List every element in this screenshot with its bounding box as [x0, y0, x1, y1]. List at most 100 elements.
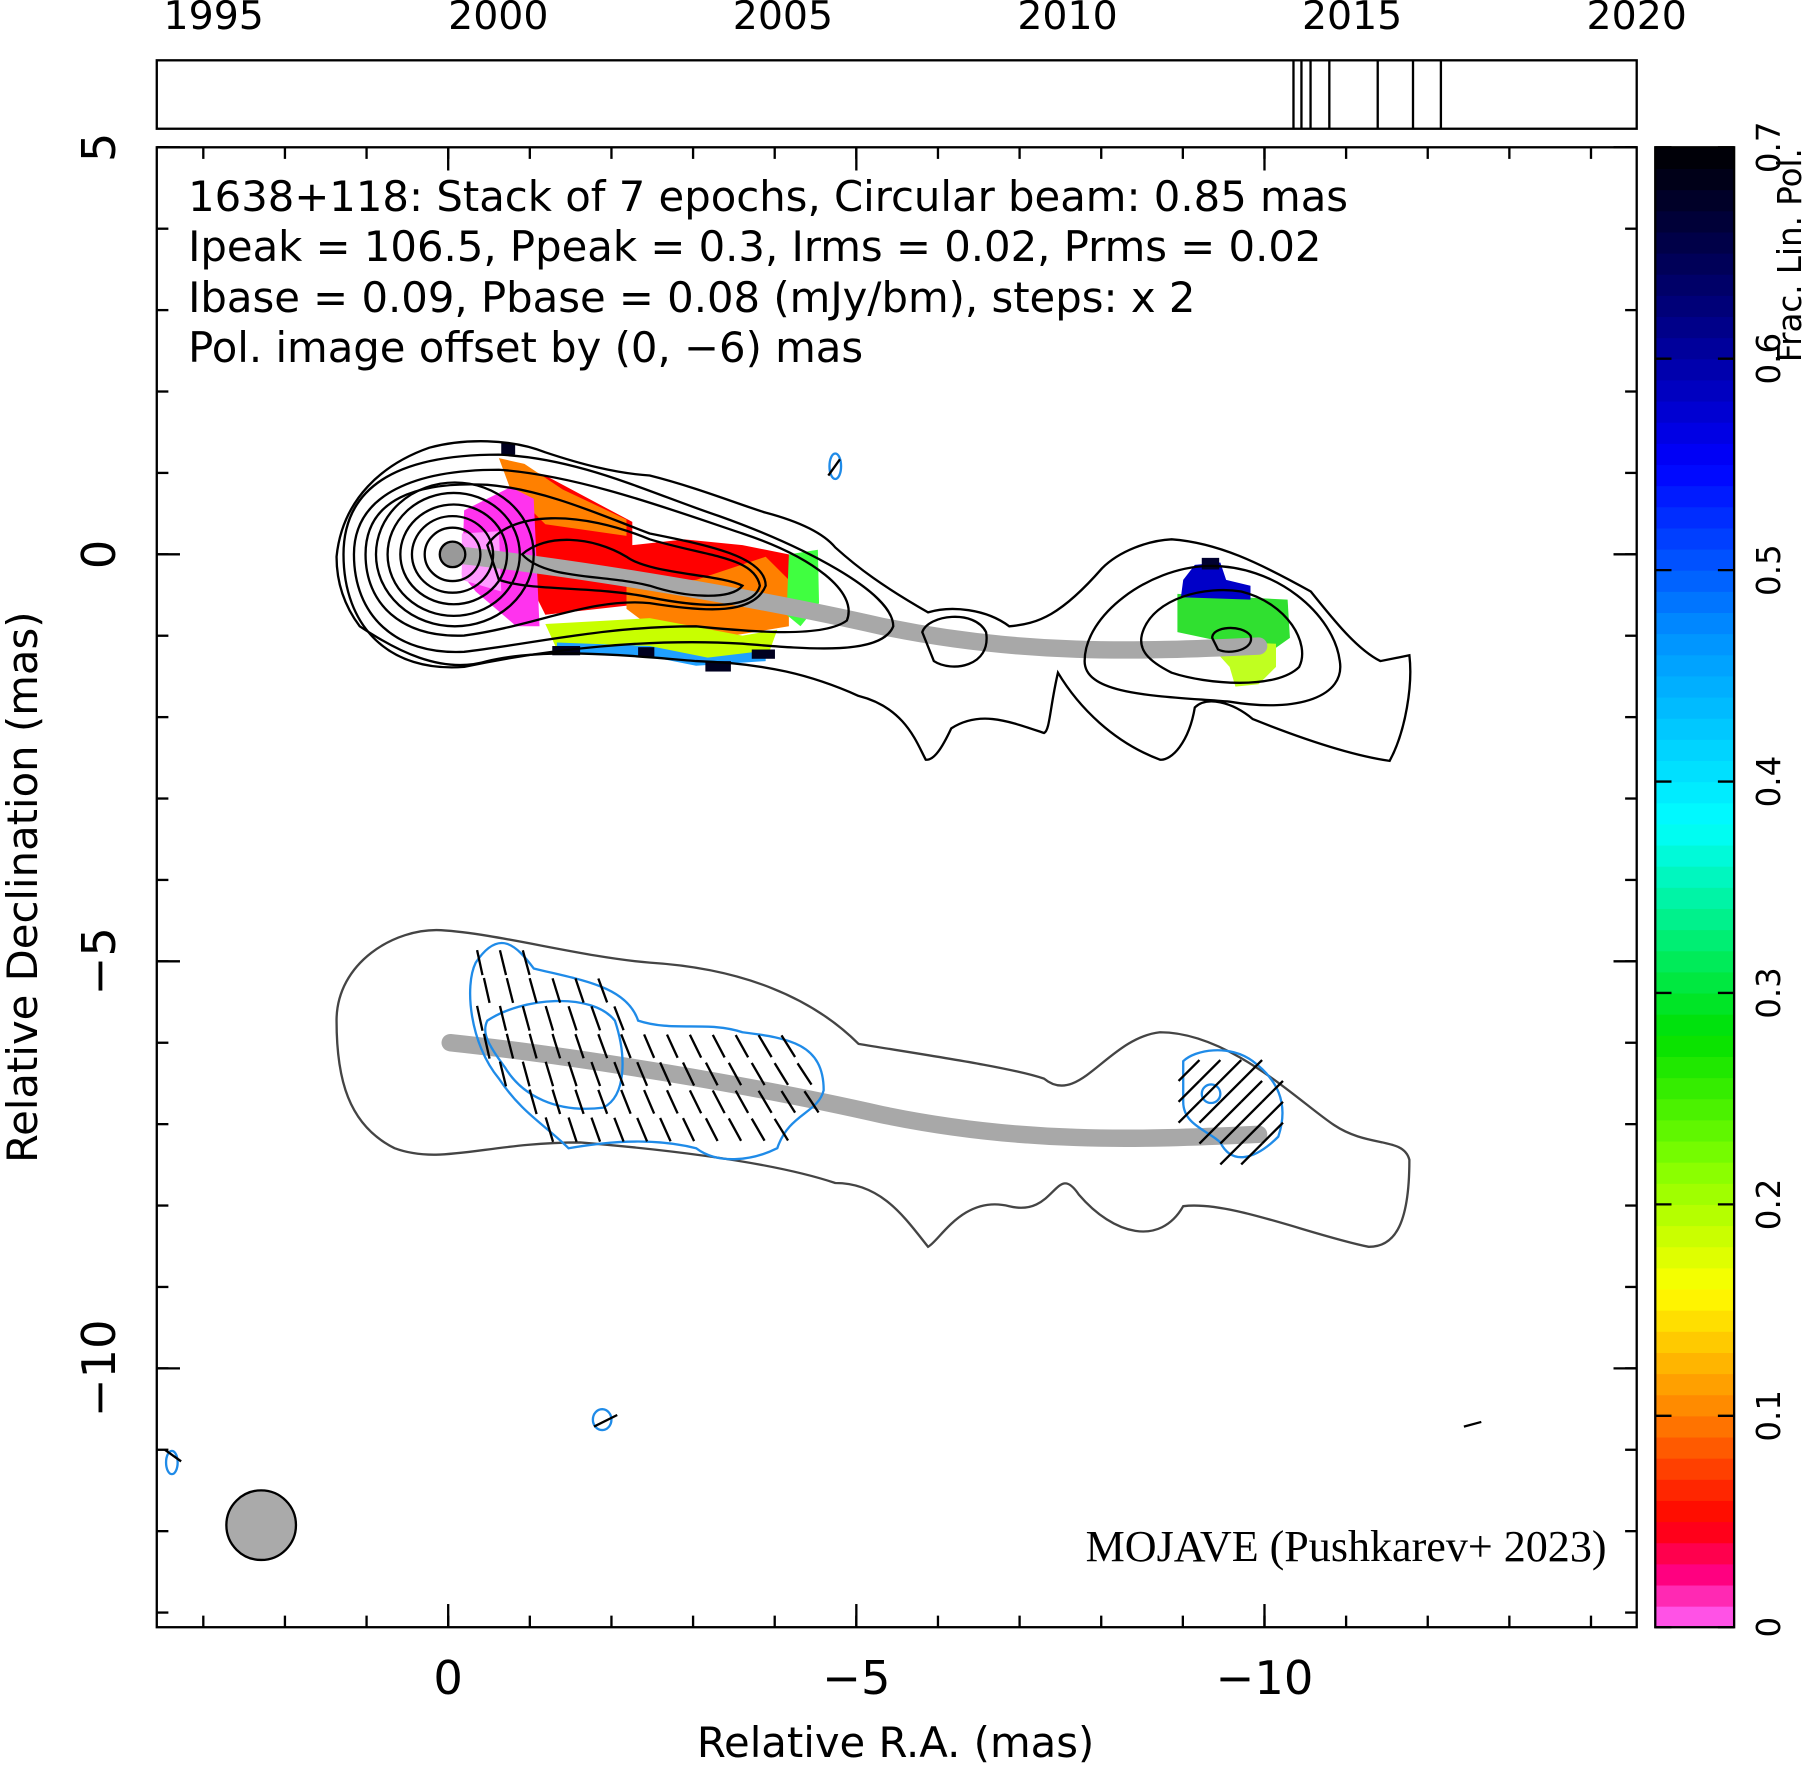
contour: [423, 526, 482, 583]
color-band: [1655, 739, 1735, 761]
pol-contour: [1200, 1083, 1222, 1105]
color-band: [1655, 929, 1735, 952]
colorbar-tick-label: 0.6: [1750, 333, 1788, 385]
evpa-stick: [1261, 1101, 1284, 1124]
evpa-stick: [574, 1089, 585, 1115]
color-band: [1655, 971, 1735, 994]
color-band: [1655, 1077, 1735, 1100]
evpa-stick: [643, 1089, 656, 1115]
color-band: [1655, 358, 1735, 381]
evpa-stick: [727, 1062, 743, 1086]
evpa-stick: [1261, 1080, 1284, 1103]
credit: MOJAVE (Pushkarev+ 2023): [1086, 1522, 1607, 1571]
evpa-stick: [498, 949, 508, 976]
evpa-stick: [1177, 1101, 1201, 1124]
evpa-stick: [551, 977, 562, 1004]
evpa-stick: [521, 1005, 531, 1031]
contour: [1083, 564, 1342, 707]
color-band: [1655, 802, 1735, 825]
evpa-sticks: [164, 458, 1482, 1463]
evpa-stick: [727, 1117, 743, 1142]
evpa-stick: [827, 458, 841, 477]
evpa-stick: [521, 950, 531, 976]
evpa-stick: [1198, 1080, 1222, 1103]
y-tick-label: 5: [72, 133, 126, 163]
evpa-stick: [803, 1090, 820, 1114]
time-axis-frame: [155, 59, 1638, 130]
color-band: [1655, 1310, 1735, 1332]
color-band: [1655, 337, 1735, 360]
evpa-stick: [1177, 1080, 1201, 1103]
evpa-stick: [482, 1033, 491, 1059]
evpa-stick: [521, 1061, 531, 1087]
colorbar-tick-label: 0.2: [1750, 1179, 1788, 1231]
annotation: Ipeak = 106.5, Ppeak = 0.3, Irms = 0.02,…: [188, 222, 1321, 271]
color-band: [1655, 1119, 1735, 1142]
color-band: [1655, 887, 1735, 909]
color-band: [1655, 696, 1735, 719]
evpa-stick: [750, 1062, 766, 1086]
colorbar-tick-label: 0: [1750, 1617, 1788, 1638]
color-band: [1655, 1500, 1735, 1523]
evpa-stick: [567, 1117, 578, 1143]
color-band: [1655, 1521, 1735, 1544]
pol-patch: [501, 443, 516, 455]
evpa-stick: [1240, 1101, 1263, 1124]
pol-patch: [705, 661, 731, 672]
pol-contours: [164, 452, 1284, 1476]
color-band: [1655, 485, 1735, 508]
colorbar-tick-label: 0.5: [1750, 544, 1788, 596]
color-band: [1655, 1352, 1735, 1375]
time-tick-label: 2010: [1017, 0, 1117, 39]
x-tick-label: 0: [433, 1651, 463, 1705]
evpa-stick: [1219, 1142, 1243, 1166]
evpa-stick: [544, 1117, 555, 1143]
contour: [1211, 626, 1253, 653]
color-band: [1655, 1394, 1735, 1417]
color-band: [1655, 654, 1735, 677]
evpa-stick: [590, 1005, 602, 1031]
color-band: [1655, 295, 1735, 318]
evpa-stick: [567, 1061, 578, 1087]
color-band: [1655, 1140, 1735, 1163]
evpa-stick: [750, 1118, 766, 1142]
color-band: [1655, 168, 1735, 191]
evpa-stick: [164, 1448, 182, 1463]
evpa-stick: [711, 1089, 726, 1114]
evpa-stick: [613, 1006, 625, 1031]
evpa-stick: [636, 1061, 649, 1087]
color-band: [1655, 675, 1735, 698]
color-band: [1655, 1014, 1735, 1036]
evpa-stick: [704, 1117, 719, 1142]
color-band: [1655, 1225, 1735, 1248]
evpa-stick: [475, 949, 484, 976]
evpa-stick: [659, 1061, 672, 1087]
color-band: [1655, 1563, 1735, 1586]
evpa-stick: [482, 977, 491, 1004]
colorbar-frame: [1654, 146, 1736, 1629]
colorbar-tick-label: 0.1: [1750, 1390, 1788, 1442]
color-band: [1655, 1458, 1735, 1480]
pol-contour: [828, 452, 843, 481]
evpa-stick: [681, 1061, 696, 1086]
colorbar-tick-label: 0.3: [1750, 967, 1788, 1019]
stokes-i-outline: [335, 929, 1411, 1249]
plot-frame: [155, 146, 1638, 1629]
evpa-stick: [574, 1033, 585, 1059]
color-band: [1655, 400, 1735, 423]
pol-patch: [751, 649, 775, 659]
color-band: [1655, 1479, 1735, 1501]
evpa-stick: [551, 1033, 562, 1059]
beam: [225, 1489, 298, 1562]
evpa-stick: [734, 1034, 750, 1058]
evpa-stick: [551, 1089, 562, 1115]
time-tick-label: 2020: [1587, 0, 1687, 39]
pol-contour: [591, 1408, 613, 1432]
evpa-stick: [757, 1090, 773, 1114]
color-band: [1655, 379, 1735, 402]
evpa-stick: [1219, 1080, 1243, 1103]
color-band: [1655, 147, 1735, 170]
color-band: [1655, 210, 1735, 233]
